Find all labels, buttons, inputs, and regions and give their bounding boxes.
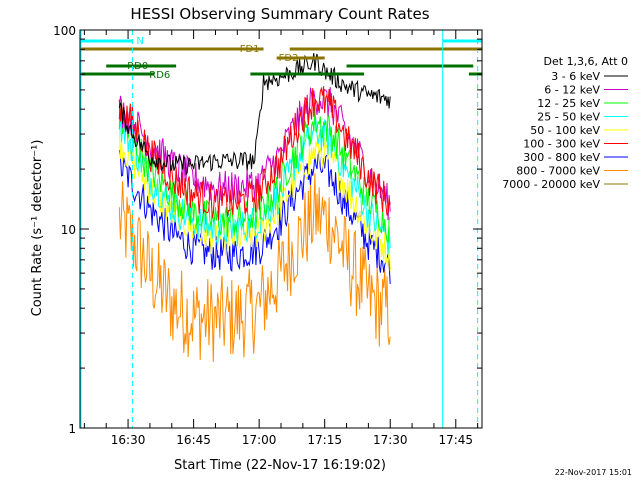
plot-area xyxy=(118,53,391,363)
axes-layer: 16:30 16:45 17:00 17:15 17:30 17:45 1 10 100 xyxy=(53,24,483,447)
series-line-100-300-kev xyxy=(118,86,391,221)
legend-label-100-300-kev: 100 - 300 keV xyxy=(523,138,600,151)
x-tick-label-1730: 17:30 xyxy=(373,433,408,447)
series-line-800-7000-kev xyxy=(118,173,391,363)
flag-label-fd1: FD1 xyxy=(240,44,260,55)
legend-label-25-50-kev: 25 - 50 keV xyxy=(537,111,600,124)
flag-label-rd6: RD6 xyxy=(149,70,170,81)
series-line-25-50-kev xyxy=(118,115,391,255)
x-axis-label: Start Time (22-Nov-17 16:19:02) xyxy=(174,458,386,473)
flag-label-n: N xyxy=(136,36,143,47)
flag-label-fd2: FD2 xyxy=(279,53,299,64)
legend-label-7000-20000-kev: 7000 - 20000 keV xyxy=(502,178,600,191)
flag-label-rd0: RD0 xyxy=(127,61,148,72)
legend-label-50-100-kev: 50 - 100 keV xyxy=(530,124,600,137)
footer-timestamp: 22-Nov-2017 15:01 xyxy=(555,468,632,477)
x-tick-label-1645: 16:45 xyxy=(176,433,211,447)
series-line-3-6-kev xyxy=(118,53,391,176)
y-axis-label: Count Rate (s⁻¹ detector⁻¹) xyxy=(30,140,45,317)
legend-title: Det 1,3,6, Att 0 xyxy=(544,55,628,68)
x-tick-label-1630: 16:30 xyxy=(111,433,146,447)
y-tick-label-10: 10 xyxy=(61,223,76,237)
chart-title: HESSI Observing Summary Count Rates xyxy=(130,5,429,23)
y-tick-label-1: 1 xyxy=(68,422,76,436)
x-tick-label-1715: 17:15 xyxy=(307,433,342,447)
x-tick-label-1745: 17:45 xyxy=(438,433,473,447)
legend-label-300-800-kev: 300 - 800 keV xyxy=(523,151,600,164)
legend-label-3-6-kev: 3 - 6 keV xyxy=(551,70,600,83)
x-tick-label-1700: 17:00 xyxy=(242,433,277,447)
legend-label-6-12-kev: 6 - 12 keV xyxy=(544,84,600,97)
legend-label-800-7000-kev: 800 - 7000 keV xyxy=(516,165,600,178)
y-tick-label-100: 100 xyxy=(53,24,76,38)
legend-label-12-25-kev: 12 - 25 keV xyxy=(537,97,600,110)
